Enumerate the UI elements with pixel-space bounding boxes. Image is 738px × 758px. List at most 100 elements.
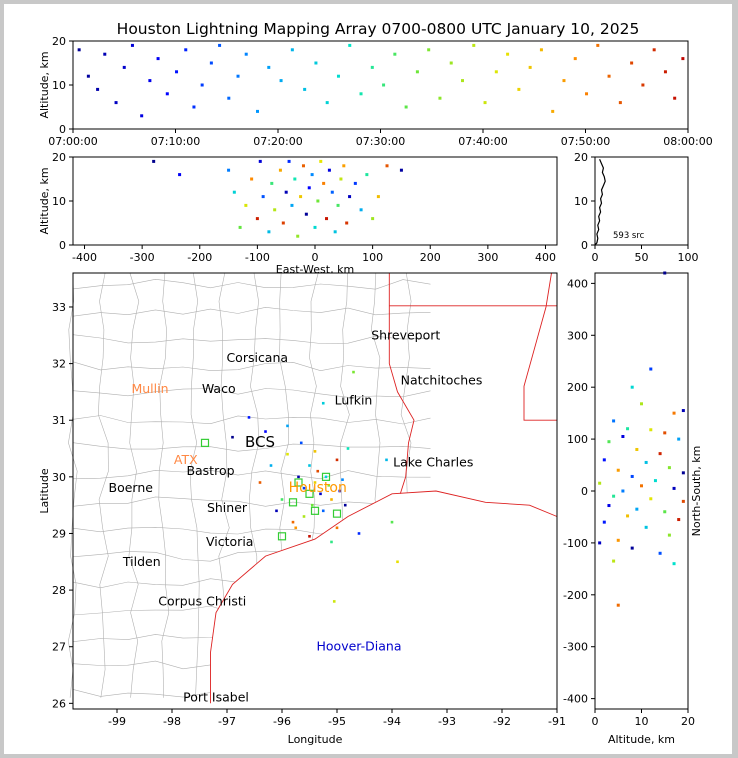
x-tick-label: -98 bbox=[163, 715, 181, 728]
lightning-source-point bbox=[618, 101, 622, 105]
lightning-source-point bbox=[621, 489, 625, 493]
lightning-source-point bbox=[267, 65, 271, 69]
lightning-source-point bbox=[330, 498, 333, 501]
lightning-source-point bbox=[352, 370, 355, 374]
place-label: Corpus Christi bbox=[158, 593, 246, 608]
x-tick-label: -92 bbox=[493, 715, 511, 728]
x-tick-label: -93 bbox=[438, 715, 456, 728]
lightning-source-point bbox=[314, 61, 318, 65]
lightning-source-point bbox=[612, 419, 616, 423]
lightning-source-point bbox=[325, 101, 329, 105]
lightning-source-point bbox=[302, 486, 306, 490]
lightning-source-point bbox=[602, 520, 606, 524]
lightning-source-point bbox=[335, 526, 339, 530]
y-tick-label: -200 bbox=[563, 589, 588, 602]
lightning-source-point bbox=[114, 101, 118, 105]
lightning-source-point bbox=[598, 481, 602, 485]
lightning-source-point bbox=[313, 225, 317, 229]
lightning-source-point bbox=[304, 212, 308, 216]
time-altitude-axes bbox=[72, 40, 689, 130]
lightning-source-point bbox=[585, 92, 589, 96]
lightning-source-point bbox=[77, 48, 81, 52]
x-tick-label: -96 bbox=[273, 715, 291, 728]
county-line bbox=[72, 361, 431, 372]
x-tick-label: -400 bbox=[72, 251, 97, 264]
lightning-source-point bbox=[649, 428, 653, 432]
lightning-source-point bbox=[336, 203, 340, 207]
altitude-histogram-panel: 593 src 0 50 100 0 10 20 bbox=[574, 151, 699, 264]
place-label: Natchitoches bbox=[401, 373, 483, 388]
lightning-source-point bbox=[338, 489, 342, 493]
lightning-source-point bbox=[255, 217, 259, 221]
lma-station-marker bbox=[277, 532, 287, 541]
lightning-source-point bbox=[390, 520, 394, 524]
lightning-source-point bbox=[209, 61, 213, 65]
lightning-source-point bbox=[346, 447, 350, 450]
x-tick-label: 07:40:00 bbox=[458, 135, 507, 148]
y-tick-label: -400 bbox=[563, 693, 588, 706]
county-line bbox=[72, 442, 431, 452]
lightning-source-point bbox=[316, 469, 320, 473]
place-label: Mullin bbox=[131, 381, 168, 396]
lightning-source-point bbox=[667, 533, 671, 537]
county-line bbox=[97, 272, 109, 698]
lightning-source-point bbox=[343, 503, 347, 507]
lightning-source-point bbox=[596, 43, 600, 47]
state-border bbox=[388, 273, 415, 494]
lightning-source-point bbox=[385, 458, 388, 462]
lightning-source-point bbox=[663, 510, 667, 514]
lma-station-marker bbox=[310, 506, 320, 515]
y-tick-label: 20 bbox=[52, 35, 66, 48]
lightning-source-point bbox=[472, 43, 476, 47]
lightning-source-point bbox=[353, 181, 357, 185]
y-tick-label: 32 bbox=[52, 358, 66, 371]
y-tick-label: 10 bbox=[52, 195, 66, 208]
lightning-source-point bbox=[278, 168, 282, 172]
lightning-source-point bbox=[616, 468, 620, 472]
lightning-source-point bbox=[281, 221, 285, 225]
lightning-source-point bbox=[658, 551, 662, 555]
lightning-source-point bbox=[652, 48, 656, 52]
lightning-source-point bbox=[376, 195, 380, 199]
lightning-source-point bbox=[616, 538, 620, 542]
lightning-source-point bbox=[324, 475, 328, 479]
x-tick-label: -200 bbox=[187, 251, 212, 264]
place-label: Corsicana bbox=[226, 350, 288, 365]
y-axis-label: North-South, km bbox=[690, 446, 703, 537]
lightning-source-point bbox=[399, 168, 403, 172]
lightning-source-point bbox=[227, 168, 231, 172]
lightning-source-point bbox=[264, 430, 267, 433]
lightning-source-point bbox=[348, 195, 352, 199]
lightning-source-point bbox=[649, 497, 653, 501]
y-tick-label: 20 bbox=[574, 151, 588, 164]
lightning-source-point bbox=[635, 507, 639, 511]
lightning-source-point bbox=[371, 217, 375, 221]
lightning-source-point bbox=[244, 52, 248, 56]
lightning-source-point bbox=[178, 173, 182, 177]
county-line bbox=[72, 388, 431, 398]
y-tick-label: 200 bbox=[567, 381, 588, 394]
place-label: Port Isabel bbox=[183, 690, 249, 705]
y-tick-label: 0 bbox=[59, 239, 66, 252]
lightning-source-point bbox=[321, 509, 325, 513]
lightning-source-point bbox=[192, 105, 196, 109]
place-label: Victoria bbox=[206, 534, 253, 549]
lightning-source-point bbox=[345, 221, 349, 225]
lightning-source-point bbox=[103, 52, 107, 56]
lightning-source-point bbox=[341, 478, 344, 481]
lightning-source-point bbox=[313, 481, 317, 484]
lightning-source-point bbox=[461, 79, 464, 83]
y-tick-label: 30 bbox=[52, 471, 66, 484]
lightning-source-point bbox=[321, 401, 325, 405]
x-tick-label: 400 bbox=[535, 251, 556, 264]
x-tick-label: 07:20:00 bbox=[253, 135, 302, 148]
y-tick-label: 10 bbox=[52, 79, 66, 92]
lightning-source-point bbox=[573, 57, 577, 61]
lightning-source-point bbox=[506, 52, 510, 56]
lightning-source-point bbox=[598, 541, 602, 545]
lightning-source-point bbox=[310, 503, 314, 507]
lightning-source-point bbox=[667, 466, 671, 470]
lightning-source-point bbox=[261, 195, 265, 199]
lightning-source-point bbox=[494, 70, 498, 74]
lma-station-marker bbox=[294, 478, 303, 487]
